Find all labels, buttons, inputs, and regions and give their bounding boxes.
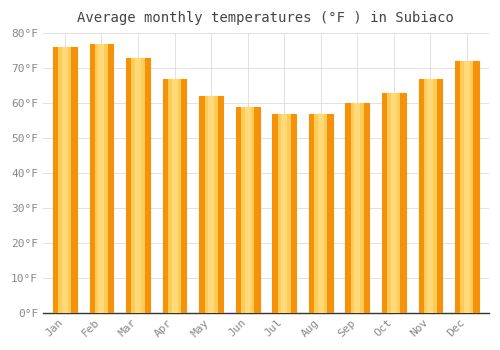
- Bar: [132, 58, 144, 313]
- Bar: [58, 47, 71, 313]
- Bar: [272, 113, 296, 313]
- Bar: [382, 93, 406, 313]
- Bar: [428, 79, 434, 313]
- Bar: [464, 61, 470, 313]
- Bar: [162, 79, 186, 313]
- Bar: [351, 103, 364, 313]
- Bar: [208, 96, 214, 313]
- Bar: [424, 79, 437, 313]
- Bar: [460, 61, 473, 313]
- Bar: [318, 113, 324, 313]
- Bar: [244, 106, 250, 313]
- Bar: [204, 96, 218, 313]
- Bar: [168, 79, 181, 313]
- Bar: [126, 58, 150, 313]
- Bar: [241, 106, 254, 313]
- Bar: [455, 61, 479, 313]
- Bar: [199, 96, 223, 313]
- Bar: [309, 113, 332, 313]
- Bar: [236, 106, 260, 313]
- Bar: [90, 44, 114, 313]
- Bar: [418, 79, 442, 313]
- Bar: [346, 103, 369, 313]
- Bar: [354, 103, 360, 313]
- Bar: [278, 113, 290, 313]
- Bar: [314, 113, 328, 313]
- Bar: [391, 93, 397, 313]
- Bar: [53, 47, 77, 313]
- Bar: [281, 113, 287, 313]
- Bar: [95, 44, 108, 313]
- Bar: [98, 44, 104, 313]
- Bar: [135, 58, 141, 313]
- Bar: [62, 47, 68, 313]
- Bar: [172, 79, 177, 313]
- Bar: [388, 93, 400, 313]
- Title: Average monthly temperatures (°F ) in Subiaco: Average monthly temperatures (°F ) in Su…: [78, 11, 454, 25]
